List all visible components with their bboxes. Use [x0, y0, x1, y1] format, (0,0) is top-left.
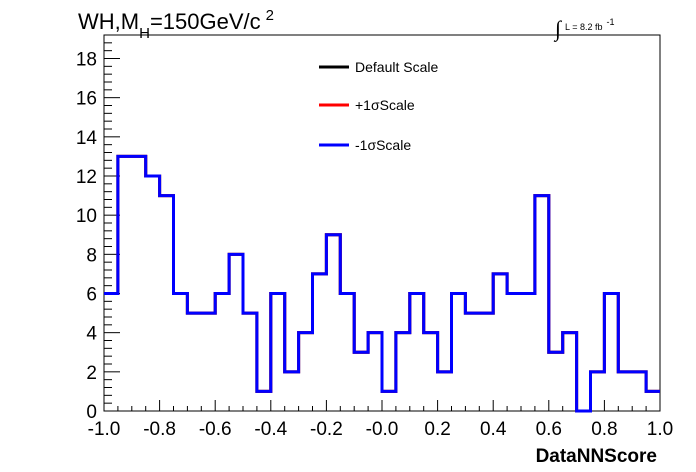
x-tick-label: 0.6	[536, 419, 562, 440]
chart-title: WH,MH=150GeV/c 2	[78, 7, 274, 42]
x-tick-label: 0.2	[424, 419, 450, 440]
y-tick-label: 18	[76, 50, 97, 71]
luminosity-label: ∫ L = 8.2 fb -1	[553, 16, 615, 42]
x-tick-label: -0.8	[143, 419, 176, 440]
x-tick-label: -0.6	[199, 419, 232, 440]
title-superscript: 2	[266, 7, 274, 24]
y-tick-label: 2	[86, 363, 97, 384]
y-tick-label: 4	[86, 324, 97, 345]
title-subscript: H	[139, 25, 150, 42]
x-tick-label: -0.2	[310, 419, 343, 440]
x-tick-label: -0.0	[366, 419, 399, 440]
integral-sign: ∫	[553, 16, 563, 42]
x-tick-label: -0.4	[254, 419, 287, 440]
y-tick-label: 6	[86, 285, 97, 306]
series-step-line-2	[104, 154, 660, 413]
x-axis: -1.0 -0.8 -0.6 -0.4 -0.2 -0.0 0.2 0.4 0.6 0.8 1.0	[88, 400, 673, 440]
y-tick-label: 14	[76, 128, 98, 149]
y-tick-label: 10	[76, 206, 97, 227]
legend-label: Default Scale	[355, 59, 438, 75]
x-axis-label: DataNNScore	[536, 446, 657, 467]
y-tick-label: 16	[76, 89, 97, 110]
x-tick-label: -1.0	[88, 419, 121, 440]
legend: Default Scale +1σScale -1σScale	[319, 59, 438, 153]
series-layer	[104, 154, 660, 413]
x-tick-label: 0.4	[480, 419, 507, 440]
y-tick-label: 12	[76, 167, 97, 188]
x-tick-label: 0.8	[591, 419, 617, 440]
y-axis: 0 2 4 6 8 10 12 14 16 18	[76, 34, 120, 423]
y-tick-label: 8	[86, 245, 97, 266]
x-tick-label: 1.0	[647, 419, 673, 440]
legend-label: +1σScale	[355, 97, 415, 113]
y-tick-label: 0	[86, 402, 97, 423]
legend-label: -1σScale	[355, 137, 411, 153]
